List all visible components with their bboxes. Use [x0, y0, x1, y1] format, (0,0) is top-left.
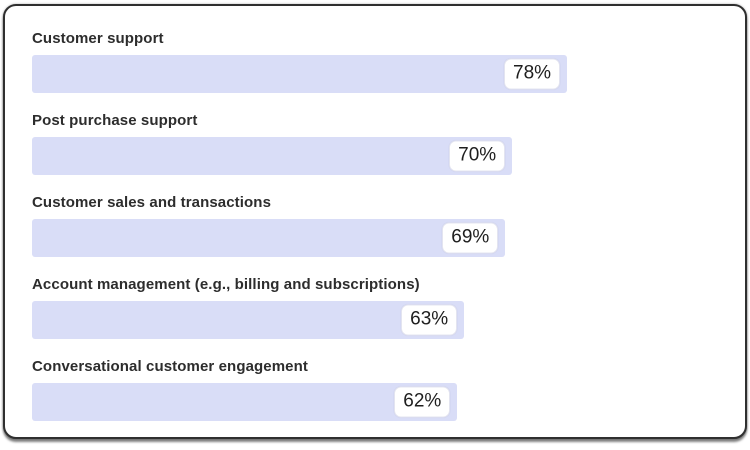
bar-category-label: Customer support: [32, 30, 164, 47]
value-chip: 70%: [449, 140, 506, 172]
value-chip: 62%: [394, 386, 451, 418]
value-chip: 78%: [504, 58, 561, 90]
bar: 63%: [32, 301, 465, 339]
bar-track: 78%: [32, 55, 718, 93]
bar-track: 63%: [32, 301, 718, 339]
bar-track: 62%: [32, 383, 718, 421]
bar-row: Customer support 78%: [32, 29, 718, 93]
bar-track: 69%: [32, 219, 718, 257]
bar-category-label: Conversational customer engagement: [32, 358, 308, 375]
chart-card: Customer support 78% Post purchase suppo…: [3, 4, 747, 439]
bar-row: Customer sales and transactions 69%: [32, 193, 718, 257]
bar: 78%: [32, 55, 568, 93]
bar: 70%: [32, 137, 513, 175]
bar: 69%: [32, 219, 506, 257]
bar-row: Account management (e.g., billing and su…: [32, 275, 718, 339]
bar: 62%: [32, 383, 458, 421]
value-chip: 63%: [401, 304, 458, 336]
bar-category-label: Account management (e.g., billing and su…: [32, 276, 420, 293]
bar-category-label: Customer sales and transactions: [32, 194, 272, 211]
bar-category-label: Post purchase support: [32, 112, 198, 129]
bar-row: Conversational customer engagement 62%: [32, 357, 718, 421]
value-chip: 69%: [442, 222, 499, 254]
bar-row: Post purchase support 70%: [32, 111, 718, 175]
bar-track: 70%: [32, 137, 718, 175]
